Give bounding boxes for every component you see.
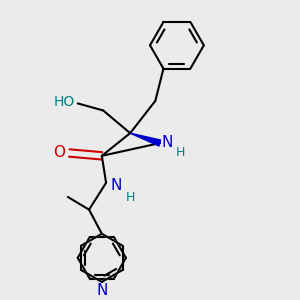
Text: O: O bbox=[53, 146, 65, 160]
Text: H: H bbox=[126, 191, 135, 204]
Text: N: N bbox=[110, 178, 122, 193]
Polygon shape bbox=[130, 133, 161, 146]
Text: N: N bbox=[96, 283, 107, 298]
Text: HO: HO bbox=[54, 95, 75, 109]
Text: N: N bbox=[161, 135, 173, 150]
Text: H: H bbox=[176, 146, 185, 160]
